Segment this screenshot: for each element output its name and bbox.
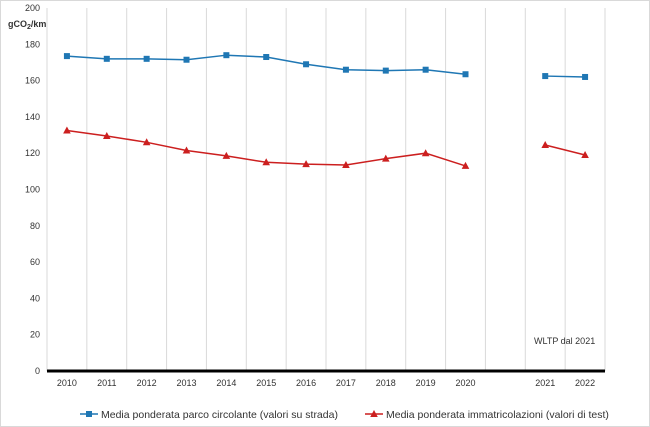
data-point	[582, 73, 589, 80]
y-tick-label: 180	[25, 39, 40, 49]
y-tick-label: 100	[25, 185, 40, 195]
y-tick-label: 200	[25, 3, 40, 13]
y-tick-label: 40	[30, 293, 40, 303]
x-tick-label: 2015	[256, 378, 276, 388]
data-point	[263, 54, 270, 61]
y-axis: 0 20 40 60 80 100 120 140 160 180 200	[25, 3, 40, 376]
data-point	[421, 149, 430, 157]
data-point	[143, 55, 150, 62]
data-point	[422, 66, 429, 73]
x-tick-label: 2022	[575, 378, 595, 388]
x-tick-label: 2011	[97, 378, 116, 388]
legend-item-2: Media ponderata immatricolazioni (valori…	[365, 409, 609, 421]
data-point	[223, 52, 230, 59]
x-tick-label: 2013	[176, 378, 196, 388]
data-point	[222, 151, 231, 159]
data-point	[63, 126, 71, 134]
y-axis-label: gCO2/km	[8, 19, 46, 31]
x-tick-label: 2012	[137, 378, 157, 388]
data-point	[102, 131, 111, 139]
data-point	[142, 138, 151, 146]
y-tick-label: 80	[30, 221, 40, 231]
data-point	[342, 66, 349, 73]
data-point	[581, 151, 589, 159]
x-tick-label: 2021	[535, 378, 555, 388]
series-layer	[63, 52, 589, 169]
y-tick-label: 60	[30, 257, 40, 267]
data-point	[461, 161, 470, 169]
y-tick-label: 120	[25, 148, 40, 158]
legend: Media ponderata parco circolante (valori…	[80, 409, 609, 421]
y-tick-label: 20	[30, 330, 40, 340]
data-point	[303, 61, 310, 68]
data-point	[342, 160, 350, 168]
series-1	[63, 52, 589, 80]
ylabel-subscript: 2	[27, 24, 31, 31]
ylabel-unit: /km	[31, 19, 47, 29]
series-line	[545, 75, 586, 78]
data-point	[183, 56, 190, 63]
data-point	[262, 158, 271, 166]
legend-label: Media ponderata immatricolazioni (valori…	[386, 409, 609, 421]
legend-label: Media ponderata parco circolante (valori…	[101, 409, 338, 421]
x-axis: 2010 2011 2012 2013 2014 2015 2016 2017 2018 2019…	[47, 369, 605, 388]
legend-item-1: Media ponderata parco circolante (valori…	[80, 409, 338, 421]
x-tick-label: 2014	[216, 378, 236, 388]
x-tick-label: 2019	[416, 378, 436, 388]
data-point	[302, 160, 310, 168]
x-tick-label: 2018	[376, 378, 396, 388]
series-2	[63, 126, 589, 169]
series-line	[545, 144, 586, 156]
data-point	[381, 154, 390, 162]
x-tick-label: 2017	[336, 378, 356, 388]
data-point	[462, 71, 469, 78]
legend-marker	[86, 411, 92, 417]
y-tick-label: 160	[25, 76, 40, 86]
data-point	[382, 67, 389, 74]
legend-marker	[370, 410, 378, 417]
data-point	[63, 53, 70, 60]
x-tick-label: 2020	[455, 378, 475, 388]
x-tick-label: 2010	[57, 378, 77, 388]
y-tick-label: 0	[35, 366, 40, 376]
data-point	[182, 146, 191, 154]
data-point	[542, 73, 549, 80]
x-tick-label: 2016	[296, 378, 316, 388]
data-point	[103, 55, 110, 62]
data-point	[541, 141, 550, 149]
gridlines	[46, 8, 606, 371]
y-tick-label: 140	[25, 112, 40, 122]
wltp-annotation: WLTP dal 2021	[534, 336, 595, 346]
